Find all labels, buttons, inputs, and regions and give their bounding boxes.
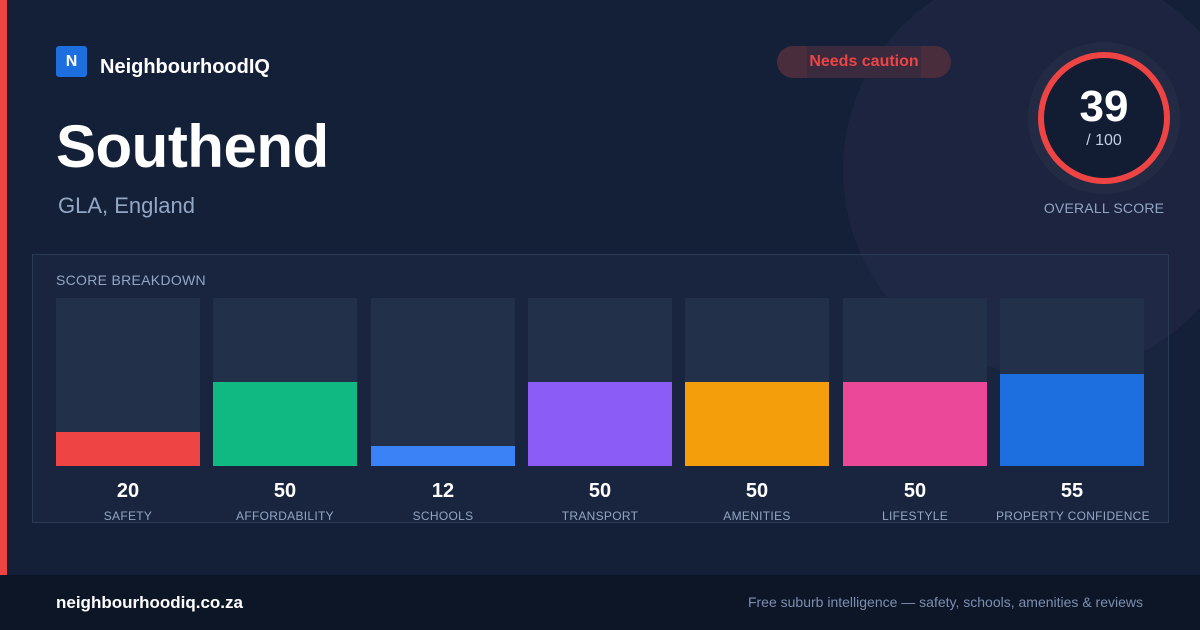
score-bar-property-confidence: 55 PROPERTY CONFIDENCE bbox=[996, 298, 1150, 523]
score-bar-lifestyle: 50 LIFESTYLE bbox=[843, 298, 987, 523]
score-bar-label: AMENITIES bbox=[723, 509, 791, 523]
suburb-title: Southend bbox=[56, 113, 329, 180]
status-badge-cap-right bbox=[921, 46, 951, 78]
footer-domain-link[interactable]: neighbourhoodiq.co.za bbox=[56, 593, 243, 612]
score-bar-schools: 12 SCHOOLS bbox=[371, 298, 515, 523]
score-bar-track bbox=[843, 298, 987, 466]
footer-tagline: Free suburb intelligence — safety, schoo… bbox=[747, 594, 1143, 610]
footer bbox=[0, 575, 1200, 630]
score-bar-fill bbox=[371, 446, 515, 466]
score-breakdown-title: SCORE BREAKDOWN bbox=[56, 272, 206, 288]
score-bar-track bbox=[528, 298, 672, 466]
score-bar-label: LIFESTYLE bbox=[881, 509, 949, 523]
accent-strip bbox=[0, 0, 7, 575]
score-bar-value: 12 bbox=[431, 480, 455, 502]
score-bar-label: PROPERTY CONFIDENCE bbox=[996, 509, 1150, 523]
score-bar-amenities: 50 AMENITIES bbox=[685, 298, 829, 523]
brand-logo: N bbox=[56, 46, 87, 77]
score-bar-label: TRANSPORT bbox=[561, 509, 639, 523]
score-bar-track bbox=[685, 298, 829, 466]
overall-score-max: / 100 bbox=[1086, 132, 1122, 149]
score-bar-label: SAFETY bbox=[103, 509, 153, 523]
score-bar-fill bbox=[528, 382, 672, 466]
score-ring bbox=[1038, 52, 1170, 184]
score-bar-track bbox=[213, 298, 357, 466]
score-bar-fill bbox=[685, 382, 829, 466]
score-bar-track bbox=[1000, 298, 1144, 466]
score-bar-value: 50 bbox=[273, 480, 297, 502]
score-bar-safety: 20 SAFETY bbox=[56, 298, 200, 523]
status-badge-label: Needs caution bbox=[809, 53, 919, 70]
score-bar-affordability: 50 AFFORDABILITY bbox=[213, 298, 357, 523]
score-bar-value: 20 bbox=[116, 480, 140, 502]
brand-name: NeighbourhoodIQ bbox=[100, 56, 270, 78]
score-bar-fill bbox=[1000, 374, 1144, 466]
score-bar-label: SCHOOLS bbox=[412, 509, 474, 523]
score-bar-transport: 50 TRANSPORT bbox=[528, 298, 672, 523]
score-bar-fill bbox=[56, 432, 200, 466]
score-bar-fill bbox=[213, 382, 357, 466]
score-bar-value: 55 bbox=[1060, 480, 1084, 502]
suburb-region: GLA, England bbox=[58, 193, 195, 218]
score-bar-value: 50 bbox=[903, 480, 927, 502]
score-bar-value: 50 bbox=[745, 480, 769, 502]
status-badge: Needs caution bbox=[777, 46, 951, 78]
overall-score-value: 39 bbox=[1079, 82, 1129, 131]
overall-score-caption: OVERALL SCORE bbox=[1043, 200, 1165, 216]
score-bar-fill bbox=[843, 382, 987, 466]
score-bar-value: 50 bbox=[588, 480, 612, 502]
score-bar-track bbox=[56, 298, 200, 466]
status-badge-cap-left bbox=[777, 46, 807, 78]
score-bar-track bbox=[371, 298, 515, 466]
score-bar-label: AFFORDABILITY bbox=[236, 509, 334, 523]
